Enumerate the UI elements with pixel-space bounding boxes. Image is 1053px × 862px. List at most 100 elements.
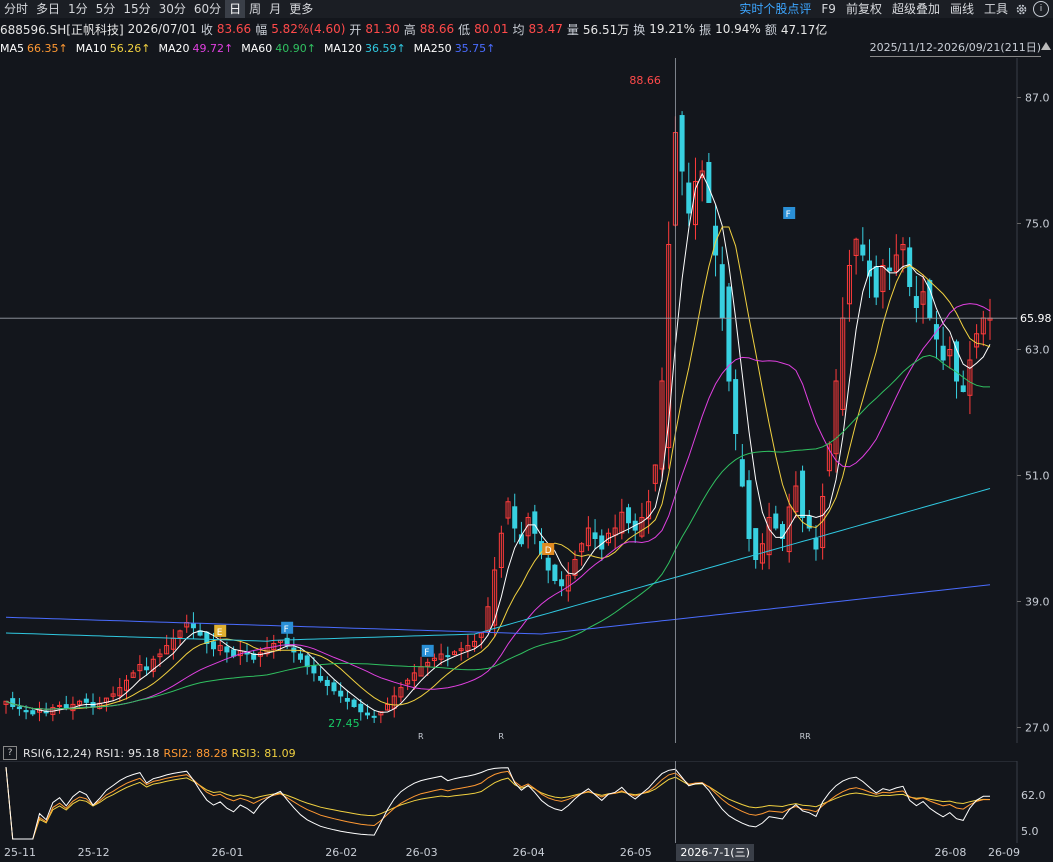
event-badge-label: F <box>424 648 429 658</box>
candle-body <box>63 704 69 710</box>
ma-name-3: MA60 <box>241 41 273 55</box>
high-value: 88.66 <box>419 22 455 36</box>
amplitude-label: 振 <box>699 22 712 37</box>
event-badge-0[interactable] <box>214 624 227 637</box>
event-badge-4[interactable] <box>783 207 796 219</box>
candle-body <box>719 264 725 319</box>
amplitude-value: 10.94% <box>715 22 761 36</box>
candle-body <box>907 247 913 288</box>
ma-name-0: MA5 <box>0 41 25 55</box>
rsi1-value: 95.18 <box>128 746 160 760</box>
candle-body <box>666 244 672 449</box>
rsi-axis-label: 5.0 <box>1021 825 1039 838</box>
ma-name-5: MA250 <box>413 41 452 55</box>
candle-body <box>726 286 732 382</box>
chevron-up-icon[interactable] <box>1041 42 1051 50</box>
candle-body <box>746 480 752 540</box>
vol-value: 56.51万 <box>582 22 630 37</box>
low-value: 80.01 <box>474 22 509 36</box>
candle-body <box>733 379 739 435</box>
candle-body <box>472 640 478 647</box>
tab-multiday[interactable]: 多日 <box>36 2 61 16</box>
high-marker: 88.66 <box>629 74 661 87</box>
overlay-button[interactable]: 超级叠加 <box>891 2 940 16</box>
tab-15min[interactable]: 15分 <box>123 2 151 16</box>
ma-value-0: 66.35↑ <box>27 41 68 55</box>
event-badge-1[interactable] <box>281 621 294 634</box>
candle-body <box>123 679 129 691</box>
ma60-line <box>5 354 990 710</box>
tab-week[interactable]: 周 <box>249 2 262 16</box>
candle-body <box>646 501 652 520</box>
help-icon[interactable]: ? <box>3 746 17 760</box>
current-price-tag: 65.98 <box>1020 312 1052 325</box>
draw-button[interactable]: 画线 <box>949 2 974 16</box>
candle-body <box>679 115 685 172</box>
candle-body <box>110 693 116 697</box>
kline-chart[interactable]: 87.0 75.0 63.0 51.0 39.0 27.0 65.98 88.66 27.45 E… <box>0 58 1053 743</box>
candle-body <box>626 507 632 524</box>
rsi-title: RSI(6,12,24) <box>23 746 92 760</box>
candle-body <box>338 690 344 697</box>
rsi3-line <box>5 766 991 840</box>
ma250-line <box>5 584 991 635</box>
candle-body <box>532 511 538 534</box>
tab-day[interactable]: 日 <box>225 0 246 18</box>
info-icon[interactable]: i <box>1033 1 1049 17</box>
candle-body <box>177 630 183 638</box>
event-badge-3[interactable] <box>542 543 555 555</box>
event-badge-2[interactable] <box>421 644 434 657</box>
candle-body <box>10 698 16 707</box>
quote-bar: 688596.SH[正帆科技] 2026/07/01 收 83.66 幅 5.8… <box>0 20 1053 38</box>
tab-month[interactable]: 月 <box>269 2 282 16</box>
candle-body <box>157 653 163 658</box>
ma-legend: MA5 66.35↑ MA10 56.26↑ MA20 49.72↑ MA60 40.90↑ M… <box>0 40 1053 56</box>
candle-body <box>913 296 919 308</box>
stock-review-button[interactable]: 实时个股点评 <box>739 2 812 16</box>
tab-more[interactable]: 更多 <box>289 2 314 16</box>
candle-body <box>458 648 464 652</box>
candle-body <box>358 703 364 713</box>
rsi-chart[interactable]: 62.0 5.0 <box>0 761 1053 843</box>
candle-body <box>552 564 558 582</box>
tab-5min[interactable]: 5分 <box>95 2 116 16</box>
candle-body <box>773 513 779 529</box>
close-label: 收 <box>200 22 213 37</box>
candle-body <box>806 515 812 529</box>
candle-body <box>77 700 83 706</box>
adjust-button[interactable]: 前复权 <box>845 2 882 16</box>
x-axis-label: 25-11 <box>4 846 36 859</box>
rsi3-label: RSI3: <box>231 746 261 760</box>
candle-body <box>887 267 893 272</box>
r-marker: R <box>498 732 504 741</box>
candle-body <box>753 528 759 560</box>
low-marker: 27.45 <box>328 717 360 730</box>
candle-body <box>438 653 444 660</box>
candle-body <box>833 380 839 455</box>
candle-body <box>150 658 156 672</box>
candle-body <box>217 645 223 652</box>
f9-button[interactable]: F9 <box>821 2 836 16</box>
candle-body <box>686 182 692 214</box>
candle-body <box>505 501 511 519</box>
tab-fenshi[interactable]: 分时 <box>4 2 29 16</box>
ma20-line <box>5 303 991 710</box>
date-range[interactable]: 2025/11/12-2026/09/21(211日) <box>869 40 1041 57</box>
tab-60min[interactable]: 60分 <box>193 2 222 16</box>
tab-1min[interactable]: 1分 <box>68 2 88 16</box>
candle-body <box>351 699 357 707</box>
candle-body <box>478 632 484 638</box>
candle-body <box>867 260 873 277</box>
candle-body <box>893 254 899 272</box>
open-label: 开 <box>349 22 362 37</box>
candle-body <box>659 380 665 470</box>
candle-body <box>779 524 785 539</box>
candle-body <box>820 496 826 549</box>
tab-30min[interactable]: 30分 <box>158 2 186 16</box>
x-axis-label: 26-08 <box>934 846 967 859</box>
candle-body <box>190 623 196 629</box>
tools-button[interactable]: 工具 <box>983 2 1008 16</box>
gear-icon[interactable] <box>1013 0 1029 18</box>
rsi2-value: 88.28 <box>196 746 228 760</box>
candle-body <box>211 641 217 650</box>
